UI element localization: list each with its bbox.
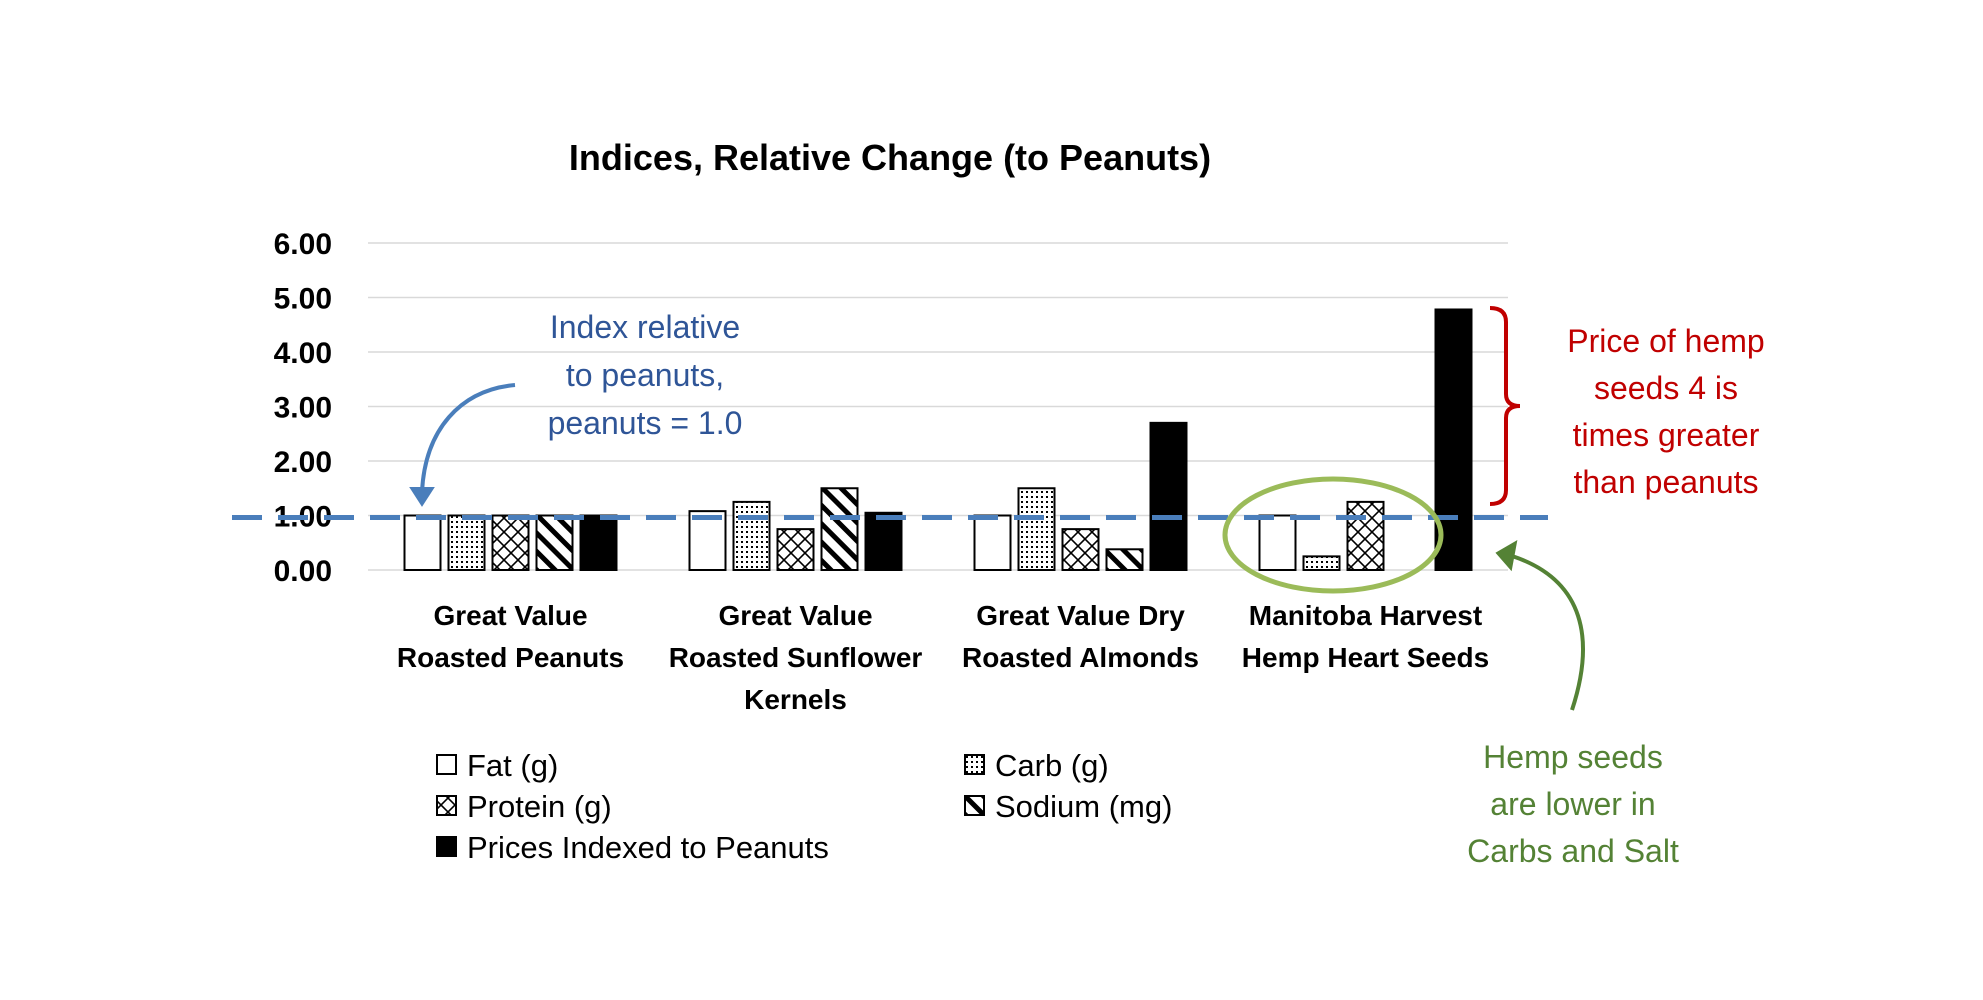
legend-swatch (964, 754, 985, 775)
bar-carb-g (1302, 555, 1341, 571)
bar-sodium-mg (820, 487, 859, 571)
annotation-index-note: Index relative to peanuts, peanuts = 1.0 (409, 309, 743, 507)
category-label: Great Value Roasted Sunflower Kernels (669, 600, 923, 715)
bar-fat-g (688, 510, 727, 572)
bar-sodium-mg (1105, 548, 1144, 571)
legend-swatch (436, 836, 457, 857)
bar-carb-g (732, 500, 771, 571)
bar-fat-g (1258, 514, 1297, 571)
category-label: Manitoba Harvest Hemp Heart Seeds (1242, 600, 1489, 673)
y-tick-label: 6.00 (274, 228, 332, 261)
bar-fat-g (403, 514, 442, 571)
bar-prices-indexed-to-peanuts (864, 511, 903, 572)
legend: Fat (g) Carb (g) Protein (g) Sodium (mg) Pri… (436, 748, 1172, 865)
y-tick-label: 2.00 (274, 446, 332, 479)
category-labels: Great Value Roasted Peanuts Great Value Roa… (397, 600, 1489, 715)
y-tick-label: 4.00 (274, 337, 332, 370)
chart-title: Indices, Relative Change (to Peanuts) (569, 137, 1211, 178)
bar-fat-g (973, 514, 1012, 571)
bar-protein-g (491, 514, 530, 571)
legend-label: Carb (g) (995, 748, 1109, 783)
bar-carb-g (1017, 487, 1056, 571)
bars (403, 308, 1473, 572)
annotation-price-note: Price of hemp seeds 4 is times greater than… (1489, 306, 1765, 506)
bar-protein-g (1061, 528, 1100, 571)
curved-arrow-blue (420, 383, 516, 493)
bar-carb-g (447, 514, 486, 571)
legend-label: Fat (g) (467, 748, 558, 783)
annotation-hemp-note: Hemp seeds are lower in Carbs and Salt (1222, 476, 1679, 869)
y-axis-tick-labels: 0.001.002.003.004.005.006.00 (274, 228, 332, 588)
legend-label: Protein (g) (467, 789, 612, 824)
bar-sodium-mg (535, 514, 574, 571)
bar-protein-g (776, 528, 815, 571)
arrowhead-blue (409, 487, 435, 507)
bar-protein-g (1346, 500, 1385, 571)
legend-swatch (436, 754, 457, 775)
bracket-red (1489, 306, 1521, 506)
curved-arrow-green (1511, 554, 1585, 711)
category-label: Great Value Dry Roasted Almonds (962, 600, 1199, 673)
arrowhead-green (1495, 540, 1518, 572)
legend-label: Sodium (mg) (995, 789, 1172, 824)
y-tick-label: 5.00 (274, 283, 332, 316)
legend-swatch (964, 795, 985, 816)
y-tick-label: 3.00 (274, 392, 332, 425)
bar-prices-indexed-to-peanuts (579, 514, 618, 571)
highlight-ellipse-green (1222, 476, 1444, 594)
category-label: Great Value Roasted Peanuts (397, 600, 624, 673)
legend-label: Prices Indexed to Peanuts (467, 830, 829, 865)
legend-swatch (436, 795, 457, 816)
bar-prices-indexed-to-peanuts (1149, 421, 1188, 571)
y-tick-label: 0.00 (274, 555, 332, 588)
